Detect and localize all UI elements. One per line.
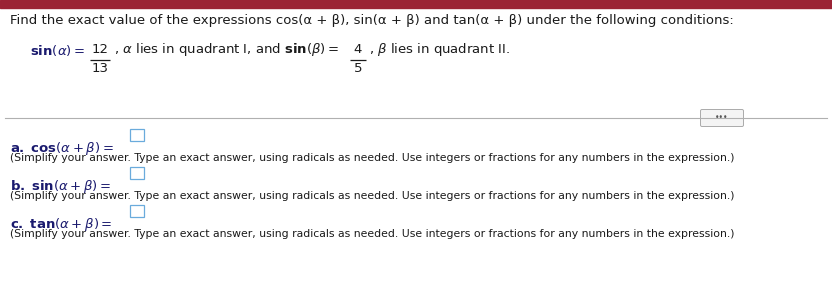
Text: (Simplify your answer. Type an exact answer, using radicals as needed. Use integ: (Simplify your answer. Type an exact ans… xyxy=(10,153,735,163)
FancyBboxPatch shape xyxy=(701,110,744,126)
Text: , $\alpha$ lies in quadrant I, and $\mathbf{sin}(\beta)=$: , $\alpha$ lies in quadrant I, and $\mat… xyxy=(114,41,339,58)
Text: 4: 4 xyxy=(354,43,362,56)
Text: •••: ••• xyxy=(716,114,729,122)
Text: (Simplify your answer. Type an exact answer, using radicals as needed. Use integ: (Simplify your answer. Type an exact ans… xyxy=(10,229,735,239)
Bar xyxy=(0,0,832,8)
FancyBboxPatch shape xyxy=(130,167,144,179)
Text: Find the exact value of the expressions cos(α + β), sin(α + β) and tan(α + β) un: Find the exact value of the expressions … xyxy=(10,14,734,27)
Text: $\mathbf{sin}(\alpha)=$: $\mathbf{sin}(\alpha)=$ xyxy=(30,43,85,58)
Text: $\mathbf{a.\ cos}(\alpha+\beta)=$: $\mathbf{a.\ cos}(\alpha+\beta)=$ xyxy=(10,140,114,157)
Text: $\mathbf{c.\ tan}(\alpha+\beta)=$: $\mathbf{c.\ tan}(\alpha+\beta)=$ xyxy=(10,216,112,233)
Text: , $\beta$ lies in quadrant II.: , $\beta$ lies in quadrant II. xyxy=(369,41,510,58)
Text: 12: 12 xyxy=(92,43,108,56)
Text: 5: 5 xyxy=(354,62,362,75)
Text: 13: 13 xyxy=(92,62,108,75)
FancyBboxPatch shape xyxy=(130,129,144,141)
Text: $\mathbf{b.\ sin}(\alpha+\beta)=$: $\mathbf{b.\ sin}(\alpha+\beta)=$ xyxy=(10,178,111,195)
FancyBboxPatch shape xyxy=(130,205,144,217)
Text: (Simplify your answer. Type an exact answer, using radicals as needed. Use integ: (Simplify your answer. Type an exact ans… xyxy=(10,191,735,201)
